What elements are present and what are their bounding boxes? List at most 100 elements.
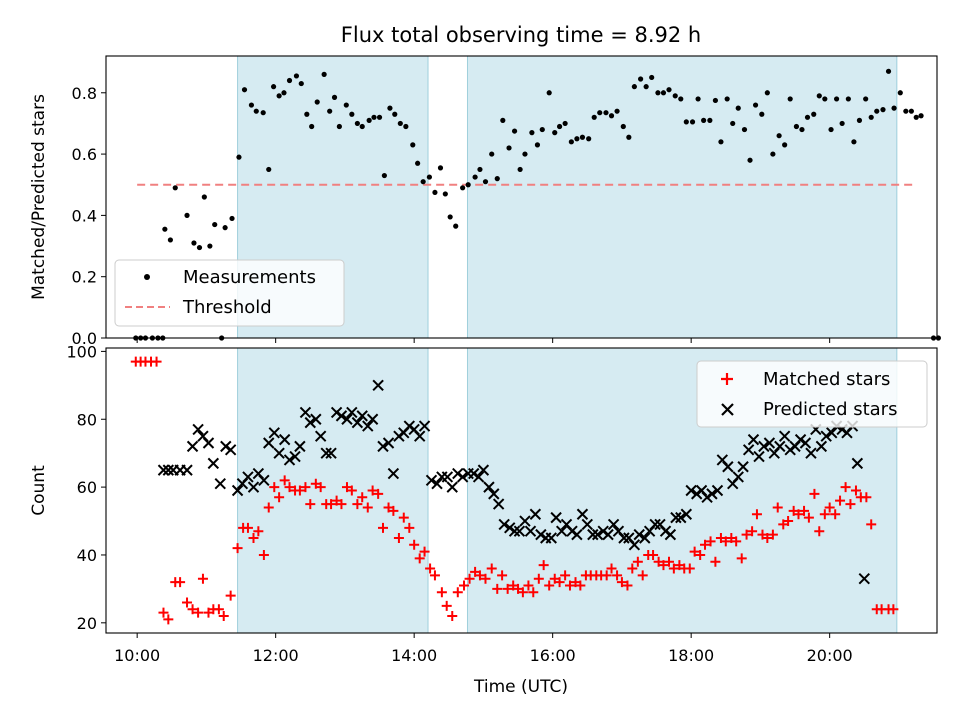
predicted-point xyxy=(742,444,755,456)
predicted-point xyxy=(456,471,469,483)
matched-point xyxy=(554,577,565,588)
measurement-point xyxy=(903,108,909,114)
measurement-point xyxy=(885,68,892,74)
measurement-point xyxy=(410,142,416,148)
measurement-point xyxy=(782,142,788,148)
predicted-point xyxy=(436,471,448,483)
measurement-point xyxy=(735,105,741,111)
measurement-point xyxy=(816,93,822,99)
measurement-point xyxy=(552,130,558,136)
measurement-point xyxy=(298,80,304,87)
predicted-point xyxy=(701,491,713,503)
measurement-point xyxy=(253,108,259,114)
predicted-point xyxy=(587,528,599,541)
predicted-point xyxy=(535,528,547,541)
matched-point xyxy=(300,482,311,493)
predicted-point xyxy=(529,508,542,520)
measurement-point xyxy=(724,96,730,102)
matched-point xyxy=(373,488,384,499)
predicted-point xyxy=(403,420,416,432)
predicted-point xyxy=(722,461,734,473)
matched-point xyxy=(393,533,404,543)
measurement-point xyxy=(643,84,649,90)
predicted-point xyxy=(581,518,593,531)
predicted-point xyxy=(299,406,312,419)
predicted-point xyxy=(851,457,864,470)
matched-point xyxy=(835,495,846,506)
predicted-point xyxy=(310,413,322,425)
measurement-point xyxy=(868,114,874,120)
predicted-point xyxy=(633,528,645,541)
measurement-point xyxy=(822,96,828,102)
x-tick-label: 16:00 xyxy=(530,646,576,665)
predicted-point xyxy=(826,427,838,439)
measurement-point xyxy=(465,182,471,188)
measurement-point xyxy=(626,134,632,140)
predicted-point xyxy=(591,528,604,541)
predicted-point xyxy=(639,532,651,544)
measurement-point xyxy=(730,120,736,127)
predicted-point xyxy=(247,481,260,493)
matched-point xyxy=(668,563,679,574)
predicted-point xyxy=(431,478,443,490)
matched-point xyxy=(528,587,539,598)
shaded-interval-2 xyxy=(466,55,898,339)
matched-point xyxy=(352,499,363,510)
count-x-axis: 10:00 12:00 14:00 16:00 18:00 20:00 xyxy=(114,633,853,665)
predicted-point xyxy=(224,444,237,456)
count-legend: Matched stars Predicted stars xyxy=(696,360,928,428)
matched-point xyxy=(612,570,623,581)
measurement-point xyxy=(666,87,672,93)
predicted-point xyxy=(483,481,495,493)
measurement-point xyxy=(442,191,448,197)
measurement-point xyxy=(891,105,897,111)
measurement-point xyxy=(608,113,615,119)
matched-point xyxy=(232,543,243,554)
measurement-point xyxy=(747,157,753,163)
matched-point xyxy=(378,522,388,533)
legend-measurements-marker xyxy=(144,274,150,280)
matched-point xyxy=(253,526,264,537)
measurement-point xyxy=(874,108,880,114)
matched-point xyxy=(388,505,399,516)
matched-point xyxy=(151,356,162,367)
ratio-legend-box xyxy=(114,259,345,327)
predicted-point xyxy=(346,406,358,419)
matched-point xyxy=(664,556,675,567)
measurement-point xyxy=(804,114,811,120)
matched-point xyxy=(741,529,752,540)
predicted-point xyxy=(805,447,817,459)
predicted-point xyxy=(207,457,220,470)
matched-point xyxy=(767,529,778,540)
predicted-point xyxy=(192,423,204,436)
predicted-point xyxy=(181,464,193,476)
predicted-point xyxy=(492,498,505,510)
measurement-point xyxy=(863,96,869,102)
ratio-x-axis xyxy=(136,338,831,343)
predicted-point xyxy=(377,440,389,453)
measurement-point xyxy=(620,123,626,130)
measurement-point xyxy=(597,110,603,116)
y-tick-label: 60 xyxy=(77,478,97,497)
measurement-point xyxy=(759,111,765,117)
predicted-point xyxy=(314,430,327,442)
measurement-point xyxy=(655,90,661,96)
matched-point xyxy=(258,549,269,560)
matched-point xyxy=(425,563,436,574)
measurement-point xyxy=(432,189,438,196)
matched-point xyxy=(845,499,856,510)
matched-point xyxy=(803,512,814,523)
predicted-point xyxy=(186,440,199,453)
predicted-point xyxy=(815,440,828,453)
measurement-point xyxy=(586,136,592,142)
matched-point xyxy=(710,556,721,567)
measurement-point xyxy=(579,134,586,140)
matched-point xyxy=(441,600,452,611)
predicted-point xyxy=(758,440,770,453)
matched-point xyxy=(447,611,458,622)
measurement-point xyxy=(845,96,851,102)
matched-point xyxy=(772,502,783,513)
predicted-point xyxy=(202,437,215,449)
predicted-point xyxy=(273,447,285,459)
matched-point xyxy=(840,482,851,493)
